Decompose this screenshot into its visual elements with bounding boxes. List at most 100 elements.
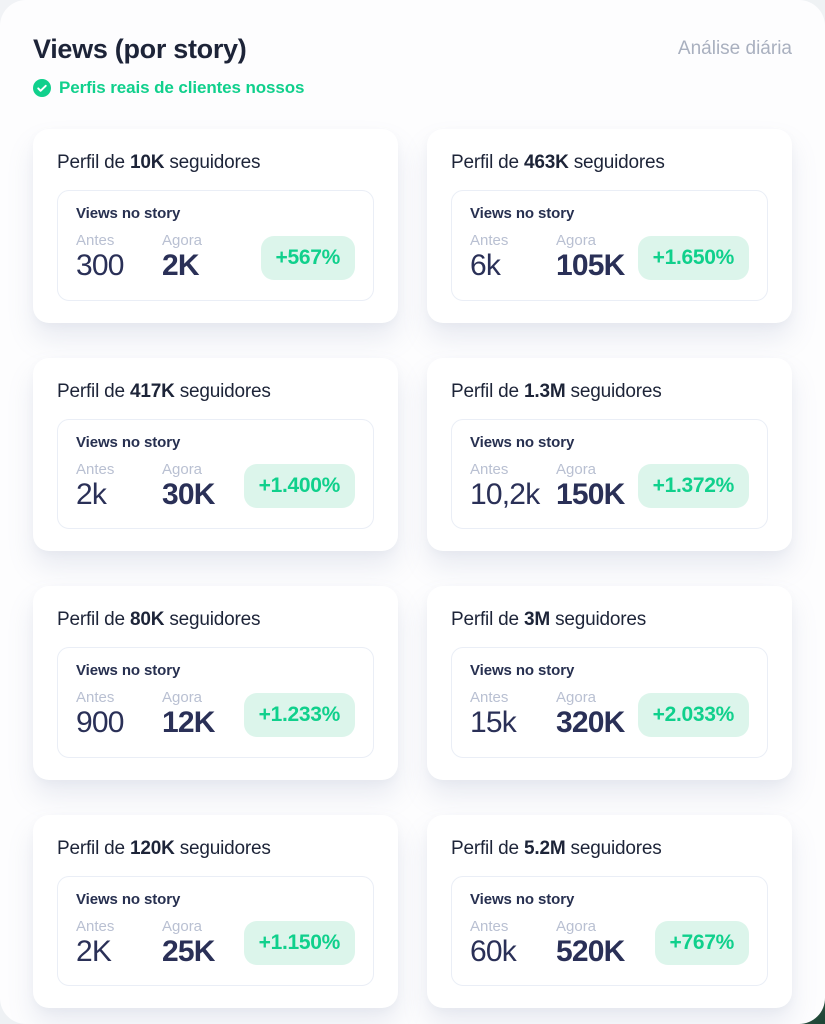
after-value: 150K bbox=[556, 477, 625, 511]
card-title-suffix: seguidores bbox=[570, 380, 662, 402]
views-stat-box: Views no story Antes 2k Agora 30K +1.400… bbox=[57, 418, 374, 529]
stat-row: Antes 900 Agora 12K +1.233% bbox=[76, 689, 355, 741]
views-stat-box: Views no story Antes 6k Agora 105K +1.65… bbox=[451, 190, 768, 301]
before-value: 900 bbox=[76, 706, 124, 739]
stat-row: Antes 2k Agora 30K +1.400% bbox=[76, 461, 355, 513]
before-label: Antes bbox=[76, 917, 115, 935]
followers-count: 463K bbox=[524, 152, 569, 173]
card-title-prefix: Perfil de bbox=[451, 152, 519, 173]
before-column: Antes 2k bbox=[76, 461, 162, 513]
card-title-suffix: seguidores bbox=[169, 609, 261, 630]
after-label: Agora bbox=[556, 689, 597, 706]
check-circle-icon bbox=[33, 79, 51, 97]
after-value: 105K bbox=[556, 249, 625, 282]
after-value: 2K bbox=[162, 249, 200, 282]
stat-caption: Views no story bbox=[470, 890, 575, 908]
after-value: 30K bbox=[162, 477, 215, 511]
before-column: Antes 15k bbox=[470, 689, 556, 741]
growth-badge: +1.372% bbox=[637, 464, 749, 509]
profile-stat-card: Perfil de 120K seguidores Views no story… bbox=[33, 814, 398, 1008]
growth-badge: +1.400% bbox=[243, 464, 355, 509]
after-label: Agora bbox=[162, 460, 203, 478]
views-stat-box: Views no story Antes 900 Agora 12K +1.23… bbox=[57, 647, 374, 758]
after-column: Agora 150K bbox=[556, 461, 635, 513]
before-value: 60k bbox=[470, 934, 517, 968]
after-column: Agora 25K bbox=[162, 918, 225, 970]
views-stat-box: Views no story Antes 10,2k Agora 150K +1… bbox=[451, 418, 768, 529]
before-value: 2K bbox=[76, 934, 112, 968]
page-title: Views (por story) bbox=[33, 34, 247, 64]
before-value: 6k bbox=[470, 249, 501, 282]
stat-caption: Views no story bbox=[470, 662, 575, 679]
card-title: Perfil de 80K seguidores bbox=[57, 609, 374, 631]
card-title-suffix: seguidores bbox=[573, 152, 665, 173]
growth-badge: +1.650% bbox=[637, 235, 749, 280]
card-title-suffix: seguidores bbox=[570, 837, 662, 859]
card-title-prefix: Perfil de bbox=[57, 152, 125, 173]
after-value: 12K bbox=[162, 706, 215, 739]
before-label: Antes bbox=[470, 460, 509, 478]
before-label: Antes bbox=[76, 689, 115, 706]
card-title-prefix: Perfil de bbox=[451, 837, 519, 859]
card-title: Perfil de 120K seguidores bbox=[57, 838, 374, 860]
analysis-period-label: Análise diária bbox=[677, 38, 792, 59]
header: Views (por story) Análise diária Perfis … bbox=[0, 0, 825, 98]
before-label: Antes bbox=[470, 917, 509, 935]
stat-caption: Views no story bbox=[470, 205, 575, 222]
after-column: Agora 30K bbox=[162, 461, 225, 513]
growth-badge: +567% bbox=[260, 235, 355, 280]
profile-stat-card: Perfil de 80K seguidores Views no story … bbox=[33, 586, 398, 780]
after-column: Agora 320K bbox=[556, 689, 635, 741]
after-value: 520K bbox=[556, 934, 625, 968]
before-value: 15k bbox=[470, 706, 517, 739]
stat-caption: Views no story bbox=[76, 890, 181, 908]
subtitle-text: Perfis reais de clientes nossos bbox=[59, 78, 305, 97]
before-column: Antes 300 bbox=[76, 232, 162, 284]
card-title: Perfil de 10K seguidores bbox=[57, 152, 374, 174]
profile-stat-card: Perfil de 417K seguidores Views no story… bbox=[33, 357, 398, 551]
card-title: Perfil de 463K seguidores bbox=[451, 152, 768, 174]
card-title: Perfil de 417K seguidores bbox=[57, 381, 374, 403]
profile-stat-card: Perfil de 1.3M seguidores Views no story… bbox=[427, 357, 792, 551]
views-stat-box: Views no story Antes 300 Agora 2K +567% bbox=[57, 190, 374, 301]
before-value: 300 bbox=[76, 249, 124, 282]
card-title-suffix: seguidores bbox=[169, 152, 261, 173]
card-title-suffix: seguidores bbox=[179, 837, 271, 859]
before-label: Antes bbox=[76, 232, 115, 249]
followers-count: 10K bbox=[130, 152, 165, 173]
before-column: Antes 60k bbox=[470, 918, 556, 970]
cards-grid: Perfil de 10K seguidores Views no story … bbox=[0, 98, 825, 1024]
card-title-prefix: Perfil de bbox=[57, 380, 125, 402]
after-label: Agora bbox=[162, 917, 203, 935]
after-column: Agora 105K bbox=[556, 232, 635, 284]
before-column: Antes 6k bbox=[470, 232, 556, 284]
stat-row: Antes 6k Agora 105K +1.650% bbox=[470, 232, 749, 284]
profile-stat-card: Perfil de 463K seguidores Views no story… bbox=[427, 129, 792, 323]
before-value: 10,2k bbox=[470, 477, 540, 511]
card-title: Perfil de 1.3M seguidores bbox=[451, 381, 768, 403]
after-value: 320K bbox=[556, 706, 625, 739]
after-label: Agora bbox=[162, 689, 203, 706]
card-title-suffix: seguidores bbox=[179, 380, 271, 402]
card-title-prefix: Perfil de bbox=[451, 609, 519, 630]
stat-row: Antes 60k Agora 520K +767% bbox=[470, 918, 749, 970]
followers-count: 1.3M bbox=[524, 380, 566, 402]
stat-row: Antes 2K Agora 25K +1.150% bbox=[76, 918, 355, 970]
before-column: Antes 10,2k bbox=[470, 461, 556, 513]
after-label: Agora bbox=[556, 917, 597, 935]
stat-caption: Views no story bbox=[76, 433, 181, 451]
views-stat-box: Views no story Antes 15k Agora 320K +2.0… bbox=[451, 647, 768, 758]
views-stat-box: Views no story Antes 60k Agora 520K +767… bbox=[451, 875, 768, 986]
before-column: Antes 2K bbox=[76, 918, 162, 970]
after-label: Agora bbox=[162, 232, 203, 249]
profile-stat-card: Perfil de 5.2M seguidores Views no story… bbox=[427, 814, 792, 1008]
followers-count: 417K bbox=[130, 380, 175, 402]
followers-count: 120K bbox=[130, 837, 175, 859]
before-label: Antes bbox=[470, 232, 509, 249]
profile-stat-card: Perfil de 3M seguidores Views no story A… bbox=[427, 586, 792, 780]
stat-row: Antes 15k Agora 320K +2.033% bbox=[470, 689, 749, 741]
before-column: Antes 900 bbox=[76, 689, 162, 741]
growth-badge: +1.233% bbox=[243, 692, 355, 737]
stat-caption: Views no story bbox=[76, 205, 181, 222]
